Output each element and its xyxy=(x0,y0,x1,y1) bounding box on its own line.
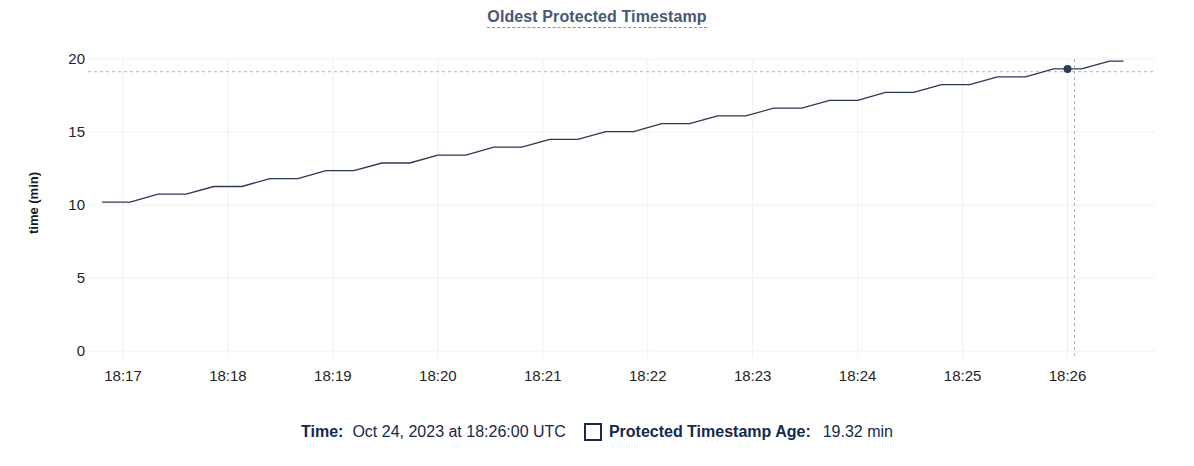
legend-series-value: 19.32 min xyxy=(823,423,893,441)
x-tick-label: 18:21 xyxy=(524,367,562,384)
y-tick-label: 10 xyxy=(68,196,85,213)
y-tick-label: 20 xyxy=(68,50,85,67)
legend-time-value: Oct 24, 2023 at 18:26:00 UTC xyxy=(352,423,565,441)
x-tick-label: 18:20 xyxy=(419,367,457,384)
x-tick-label: 18:19 xyxy=(314,367,352,384)
y-tick-label: 15 xyxy=(68,123,85,140)
legend-series-label: Protected Timestamp Age: xyxy=(609,423,811,441)
legend-series-swatch xyxy=(584,423,602,441)
line-chart-plot[interactable]: 0 5 10 15 20 18:17 18:18 18:19 18:20 18:21 18:22 18… xyxy=(0,0,1194,466)
x-tick-label: 18:18 xyxy=(209,367,247,384)
x-tick-label: 18:17 xyxy=(104,367,142,384)
x-tick-label: 18:23 xyxy=(734,367,772,384)
y-tick-label: 5 xyxy=(77,269,85,286)
hover-point-dot xyxy=(1064,65,1072,73)
x-tick-label: 18:24 xyxy=(839,367,877,384)
x-tick-label: 18:25 xyxy=(944,367,982,384)
chart-card: Oldest Protected Timestamp time (min) 05… xyxy=(0,0,1194,466)
hover-legend: Time: Oct 24, 2023 at 18:26:00 UTC Prote… xyxy=(0,419,1194,445)
y-tick-label: 0 xyxy=(77,342,85,359)
legend-time-label: Time: xyxy=(301,423,343,441)
x-tick-label: 18:22 xyxy=(629,367,667,384)
x-tick-label: 18:26 xyxy=(1049,367,1087,384)
